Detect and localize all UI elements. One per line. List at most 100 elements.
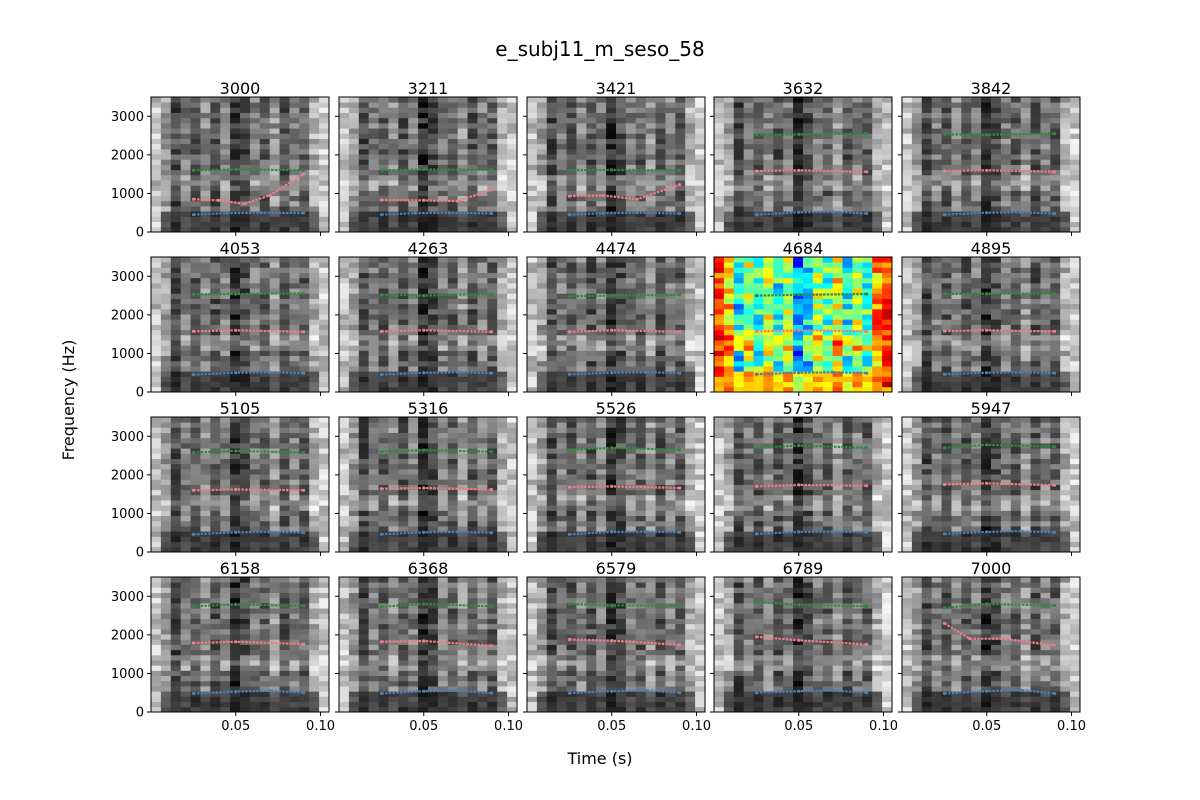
panel-title: 6579 <box>596 559 637 578</box>
panel-title: 4684 <box>783 239 824 258</box>
formant-f1-track <box>944 211 1055 216</box>
formant-f2-point <box>490 188 494 192</box>
spectrogram-image <box>902 577 1080 712</box>
formant-f3-point <box>678 448 682 452</box>
y-tick-label: 0 <box>136 386 144 401</box>
x-tick-label: 0.05 <box>221 719 250 734</box>
formant-f1-point <box>1053 691 1057 696</box>
formant-f1-track <box>381 371 492 376</box>
panel-title: 5737 <box>783 399 824 418</box>
formant-f3-point <box>302 450 306 455</box>
formant-f3-point <box>234 449 238 453</box>
y-tick-label: 2000 <box>111 468 144 483</box>
y-tick-label: 1000 <box>111 667 144 682</box>
formant-f2-point <box>268 193 272 197</box>
formant-f3-point <box>797 443 801 448</box>
panel-title: 3842 <box>971 79 1012 98</box>
y-tick-label: 1000 <box>111 507 144 522</box>
formant-f2-point <box>754 329 759 333</box>
formant-f3-point <box>942 132 947 136</box>
panel-4895: 4895 <box>898 239 1081 396</box>
formant-f1-point <box>490 691 494 695</box>
formant-f1-point <box>422 371 426 375</box>
formant-f1-point <box>191 532 195 536</box>
formant-f1-track <box>193 530 304 536</box>
formant-f3-point <box>942 606 947 610</box>
panel-title: 4263 <box>408 239 449 258</box>
formant-f1-point <box>678 211 682 216</box>
panel-frame <box>901 96 1081 233</box>
panel-title: 3000 <box>220 79 261 98</box>
formant-f3-point <box>422 448 426 452</box>
formant-f1-point <box>191 691 195 696</box>
formant-f2-track <box>381 188 492 203</box>
formant-f1-track <box>569 530 680 536</box>
formant-f3-point <box>302 291 306 295</box>
panel-title: 4053 <box>220 239 261 258</box>
formant-f1-point <box>797 210 801 214</box>
formant-f2-point <box>567 194 572 198</box>
formant-f3-point <box>191 292 195 296</box>
formant-f1-point <box>678 530 682 534</box>
panel-3211: 3211 <box>335 79 518 236</box>
formant-f1-point <box>259 211 263 215</box>
formant-f2-point <box>191 488 195 492</box>
panel-frame <box>526 416 706 553</box>
formant-f3-point <box>985 133 989 137</box>
formant-f1-point <box>422 530 426 534</box>
formant-f3-point <box>865 292 869 296</box>
formant-f1-point <box>268 530 272 534</box>
formant-f2-point <box>678 330 682 334</box>
formant-f1-point <box>268 370 272 374</box>
formant-f3-point <box>610 168 614 172</box>
formant-f1-point <box>567 213 572 217</box>
spectrogram-image <box>902 257 1080 392</box>
y-tick-label: 1000 <box>111 347 144 362</box>
formant-f1-point <box>985 689 989 693</box>
x-tick-label: 0.10 <box>682 719 711 734</box>
spectrogram-image <box>714 257 892 392</box>
formant-f3-point <box>567 294 572 298</box>
formant-f2-point <box>942 169 947 173</box>
panel-frame <box>338 256 518 393</box>
formant-f3-point <box>302 604 306 608</box>
formant-f1-point <box>942 372 947 376</box>
panel-title: 7000 <box>971 559 1012 578</box>
formant-f2-point <box>865 170 869 174</box>
formant-f2-point <box>379 487 383 491</box>
panel-title: 5947 <box>971 399 1012 418</box>
formant-f1-point <box>447 211 451 215</box>
formant-f3-point <box>234 292 238 296</box>
formant-f3-point <box>1053 603 1057 608</box>
formant-f3-point <box>191 450 195 455</box>
formant-f3-point <box>490 292 494 296</box>
formant-f1-point <box>413 211 417 215</box>
y-tick-label: 3000 <box>111 430 144 445</box>
formant-f1-point <box>831 370 835 374</box>
formant-f3-point <box>191 168 195 172</box>
formant-f1-point <box>490 211 494 216</box>
panel-frame <box>526 96 706 233</box>
formant-f2-point <box>490 644 494 648</box>
panel-7000: 7000 0.05 0.10 <box>898 559 1086 734</box>
formant-f3-point <box>191 604 195 608</box>
formant-f2-point <box>422 639 426 643</box>
x-tick-label: 0.05 <box>972 719 1001 734</box>
formant-f1-point <box>422 689 426 693</box>
formant-f2-point <box>865 484 869 488</box>
formant-f1-point <box>754 372 759 376</box>
formant-f3-point <box>610 446 614 450</box>
formant-f2-point <box>490 330 494 334</box>
formant-f3-point <box>422 294 426 298</box>
formant-f2-point <box>678 643 682 647</box>
formant-f1-point <box>1019 688 1023 692</box>
formant-f1-point <box>1053 211 1057 216</box>
x-axis-label: Time (s) <box>566 749 632 768</box>
formant-f3-point <box>567 168 572 172</box>
formant-f3-point <box>567 448 572 452</box>
spectrogram-image <box>714 417 892 552</box>
panel-3000: 3000 0 1000 2000 3000 <box>111 79 330 241</box>
x-tick-label: 0.10 <box>306 719 335 734</box>
spectrogram-image <box>339 97 517 232</box>
formant-f1-point <box>191 213 195 217</box>
